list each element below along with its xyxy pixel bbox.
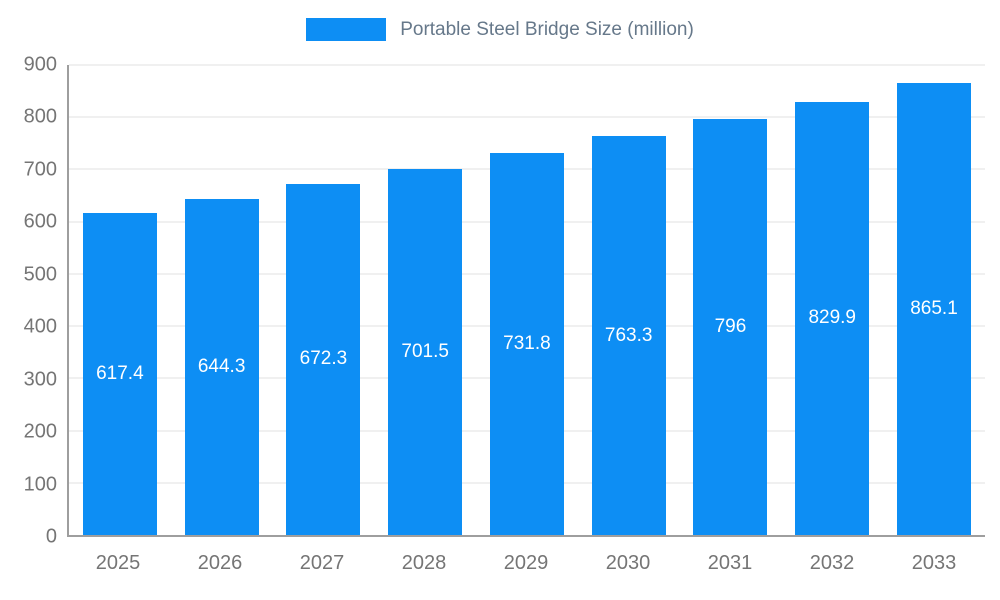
x-tick-label: 2032	[809, 552, 855, 574]
legend-swatch	[306, 18, 387, 41]
y-tick-label: 600	[23, 210, 57, 233]
bar-2033: 865.1	[897, 83, 971, 535]
y-tick-label: 400	[23, 315, 57, 338]
x-tick-label: 2033	[911, 552, 957, 574]
bar-2025: 617.4	[82, 212, 157, 535]
y-tick-label: 800	[23, 105, 57, 128]
x-axis-labels: 2025 2026 2027 2028 2029 2030 2031 2032 2033	[67, 552, 985, 575]
bar-2028: 701.5	[388, 168, 463, 535]
plot-area: 617.4 644.3 672.3 701.5 731.8 763.3 796 829.9 86…	[67, 64, 985, 537]
x-tick-label: 2027	[299, 552, 345, 574]
gridline	[69, 64, 985, 66]
x-tick-label: 2025	[95, 552, 141, 574]
bar-value-label: 644.3	[197, 355, 246, 377]
x-tick-label: 2030	[605, 552, 651, 574]
bar-value-label: 617.4	[96, 362, 144, 384]
y-tick-label: 700	[23, 158, 57, 181]
y-tick-label: 100	[23, 473, 57, 496]
x-tick-label: 2026	[197, 552, 243, 574]
bar-2030: 763.3	[591, 136, 666, 535]
bar-value-label: 731.8	[503, 332, 551, 354]
bar-value-label: 796	[714, 316, 747, 338]
x-tick-label: 2029	[503, 552, 549, 574]
legend: Portable Steel Bridge Size (million)	[0, 18, 1000, 41]
legend-label: Portable Steel Bridge Size (million)	[400, 18, 694, 40]
y-axis-labels: 0 100 200 300 400 500 600 700 800 900	[0, 54, 57, 548]
bars-group: 617.4 644.3 672.3 701.5 731.8 763.3 796 829.9 86…	[69, 65, 985, 535]
bar-value-label: 829.9	[808, 307, 856, 329]
x-tick-label: 2031	[707, 552, 753, 574]
gridline	[69, 116, 985, 118]
bar-value-label: 865.1	[910, 298, 958, 320]
x-tick-label: 2028	[401, 552, 447, 574]
bar-2026: 644.3	[184, 198, 259, 535]
bar-value-label: 672.3	[299, 348, 348, 370]
bar-2029: 731.8	[489, 152, 564, 535]
bar-value-label: 763.3	[604, 324, 653, 346]
bar-2031: 796	[693, 119, 768, 535]
y-tick-label: 200	[23, 420, 57, 443]
bar-2027: 672.3	[286, 183, 361, 535]
y-tick-label: 500	[23, 263, 57, 286]
y-tick-label: 900	[23, 53, 57, 76]
y-tick-label: 0	[45, 525, 57, 548]
bar-value-label: 701.5	[401, 340, 449, 362]
y-tick-label: 300	[23, 368, 57, 391]
bar-2032: 829.9	[795, 101, 870, 535]
